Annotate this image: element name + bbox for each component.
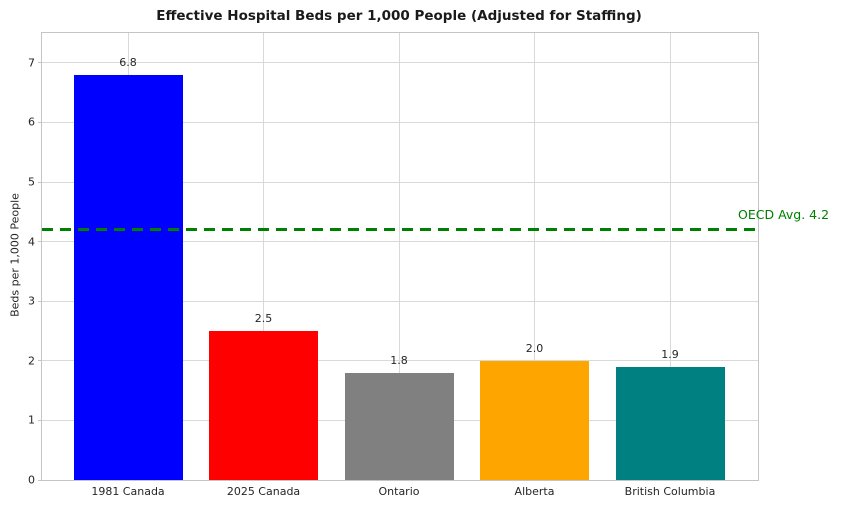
v-gridline: [398, 33, 400, 480]
y-tick-mark: [38, 419, 42, 421]
y-tick-mark: [38, 360, 42, 362]
y-tick-mark: [38, 121, 42, 123]
y-tick-label: 6: [28, 115, 35, 129]
x-tick-label: British Columbia: [624, 485, 716, 498]
y-tick-label: 0: [28, 473, 35, 487]
bar-british-columbia: [615, 366, 725, 480]
bar-2025-canada: [209, 331, 318, 480]
y-tick-mark: [38, 62, 42, 64]
bar-value-label: 1.8: [390, 353, 408, 367]
reference-line: [42, 228, 758, 232]
x-tick-label: 1981 Canada: [91, 485, 165, 498]
x-tick-label: Ontario: [378, 485, 420, 498]
bar-ontario: [344, 372, 454, 480]
y-tick-label: 3: [28, 294, 35, 308]
y-tick-mark: [38, 300, 42, 302]
y-tick-label: 7: [28, 56, 35, 70]
h-gridline: [42, 300, 758, 302]
plot-area: 0 1 2 3 4 5 6 7 6.8 1981 Canada 2.5 2025 Canada 1.8 O…: [28, 32, 829, 498]
y-tick-label: 5: [28, 175, 35, 189]
h-gridline: [42, 360, 758, 362]
h-gridline: [42, 62, 758, 64]
chart-title: Effective Hospital Beds per 1,000 People…: [156, 8, 642, 24]
y-tick-mark: [38, 479, 42, 481]
x-tick-label: Alberta: [514, 485, 555, 498]
h-gridline: [42, 121, 758, 123]
x-tick-label: 2025 Canada: [226, 485, 301, 498]
bar-value-label: 1.9: [661, 347, 679, 361]
h-gridline: [42, 241, 758, 243]
y-tick-label: 4: [28, 235, 35, 249]
v-gridline: [263, 33, 264, 480]
h-gridline: [42, 181, 758, 183]
y-tick-label: 2: [28, 354, 35, 368]
v-gridline: [534, 33, 535, 480]
bar-alberta: [480, 360, 589, 480]
v-gridline: [669, 33, 671, 480]
y-tick-label: 1: [28, 413, 35, 427]
y-tick-mark: [38, 241, 42, 243]
bar-1981-canada: [73, 74, 183, 480]
bar-value-label: 2.5: [254, 312, 273, 325]
bar-value-label: 2.0: [525, 341, 544, 355]
reference-line-label: OECD Avg. 4.2: [738, 206, 830, 222]
y-tick-mark: [38, 181, 42, 183]
bar-value-label: 6.8: [119, 55, 137, 69]
